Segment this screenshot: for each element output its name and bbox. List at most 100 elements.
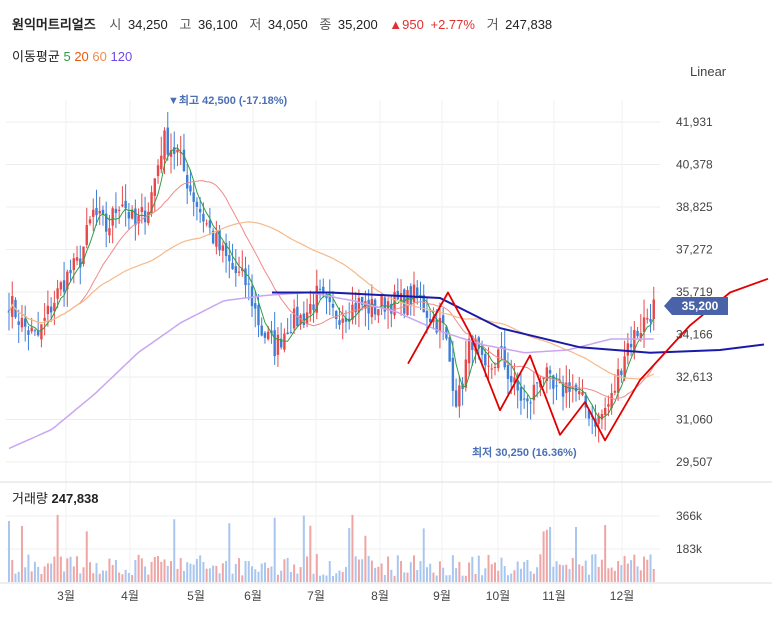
candle-body — [163, 130, 166, 160]
volume-bar — [584, 560, 587, 582]
ma-5[interactable]: 5 — [63, 49, 71, 64]
candle-body — [147, 211, 150, 224]
volume-bar — [510, 573, 513, 582]
volume-tick-label: 183k — [676, 542, 703, 556]
volume-bar — [617, 561, 620, 582]
candle-body — [202, 213, 205, 222]
volume-bar — [393, 575, 396, 582]
volume-bar — [422, 528, 425, 582]
volume-bar — [649, 554, 652, 582]
candle-body — [88, 219, 92, 224]
candle-body — [59, 282, 63, 290]
volume-bar — [315, 554, 318, 582]
ma-120[interactable]: 120 — [110, 49, 133, 64]
candle-body — [27, 330, 30, 335]
candle-body — [40, 324, 43, 340]
candle-body — [150, 192, 153, 214]
candle-body — [341, 318, 344, 323]
volume-bar — [92, 573, 95, 582]
volume-bar — [610, 567, 613, 582]
volume-bar — [182, 570, 185, 582]
volume-bar — [351, 514, 354, 582]
x-tick-label: 7월 — [307, 589, 325, 603]
current-price-value: 35,200 — [682, 299, 719, 313]
candle-body — [406, 290, 409, 316]
candle-body — [613, 390, 617, 393]
volume-panel-label: 거래량 — [12, 491, 48, 506]
volume-bar — [461, 575, 464, 582]
volume-bar — [523, 561, 526, 582]
candle-body — [286, 332, 289, 335]
candle-body — [328, 296, 331, 303]
volume-bar — [276, 574, 279, 582]
ma20-line — [8, 180, 655, 400]
candle-body — [620, 370, 623, 376]
candle-body — [17, 321, 20, 325]
candle-body — [169, 150, 173, 157]
stock-name[interactable]: 원익머트리얼즈 — [12, 17, 96, 32]
volume-bar — [251, 566, 253, 582]
candle-body — [156, 165, 160, 177]
volume-bar — [140, 558, 143, 582]
candle-body — [205, 223, 208, 225]
candle-body — [555, 385, 558, 387]
candle-body — [484, 353, 487, 366]
candle-body — [276, 334, 280, 355]
volume-bar — [445, 575, 448, 582]
moving-average-legend[interactable]: 이동평균 5 20 60 120 — [12, 46, 132, 65]
stock-header: 원익머트리얼즈 시 34,250 고 36,100 저 34,050 종 35,… — [12, 14, 560, 36]
volume-bar — [218, 573, 221, 582]
volume-bar — [257, 571, 260, 582]
volume-bar — [163, 559, 166, 582]
volume-bar — [442, 567, 445, 582]
candle-body — [558, 382, 561, 384]
candle-body — [292, 308, 296, 329]
open-label: 시 — [109, 17, 122, 32]
candle-body — [98, 210, 101, 214]
volume-bar — [578, 564, 581, 582]
volume-bar — [312, 573, 315, 582]
candle-body — [101, 209, 105, 215]
volume-bar — [280, 570, 283, 582]
volume-bar — [607, 568, 610, 582]
low-label: 저 — [249, 17, 262, 32]
volume-bar — [552, 566, 555, 582]
volume-bar — [542, 531, 545, 582]
volume-bar — [630, 560, 633, 582]
volume-bar — [157, 556, 160, 582]
volume-bar — [361, 559, 364, 582]
volume-bar — [516, 561, 519, 582]
volume-bar — [98, 573, 101, 582]
candle-body — [215, 233, 218, 247]
volume-bar — [571, 558, 574, 582]
candle-body — [195, 201, 199, 207]
volume-bar — [150, 561, 153, 582]
candle-body — [160, 155, 163, 170]
volume-bar — [565, 564, 568, 582]
ma-60[interactable]: 60 — [92, 49, 107, 64]
candle-body — [66, 271, 69, 290]
volume-bar — [636, 566, 639, 582]
volume-bar — [549, 526, 552, 582]
volume-bar — [270, 566, 273, 582]
candle-body — [500, 346, 503, 348]
candle-body — [279, 338, 283, 348]
candle-body — [143, 210, 147, 223]
volume-bar — [95, 563, 98, 582]
candle-body — [561, 382, 565, 397]
volume-bar — [225, 560, 228, 582]
volume-bar — [238, 558, 241, 582]
volume-bar — [205, 568, 208, 582]
candle-body — [616, 369, 620, 393]
volume-bar — [267, 567, 270, 582]
scale-mode-toggle[interactable]: Linear — [690, 64, 727, 79]
candle-body — [30, 327, 33, 332]
candle-body — [390, 303, 393, 314]
volume-bar — [160, 561, 163, 582]
volume-bar — [438, 561, 441, 582]
candle-body — [46, 305, 50, 315]
volume-bar — [208, 568, 211, 582]
ma-20[interactable]: 20 — [74, 49, 89, 64]
volume-bar — [432, 572, 435, 582]
